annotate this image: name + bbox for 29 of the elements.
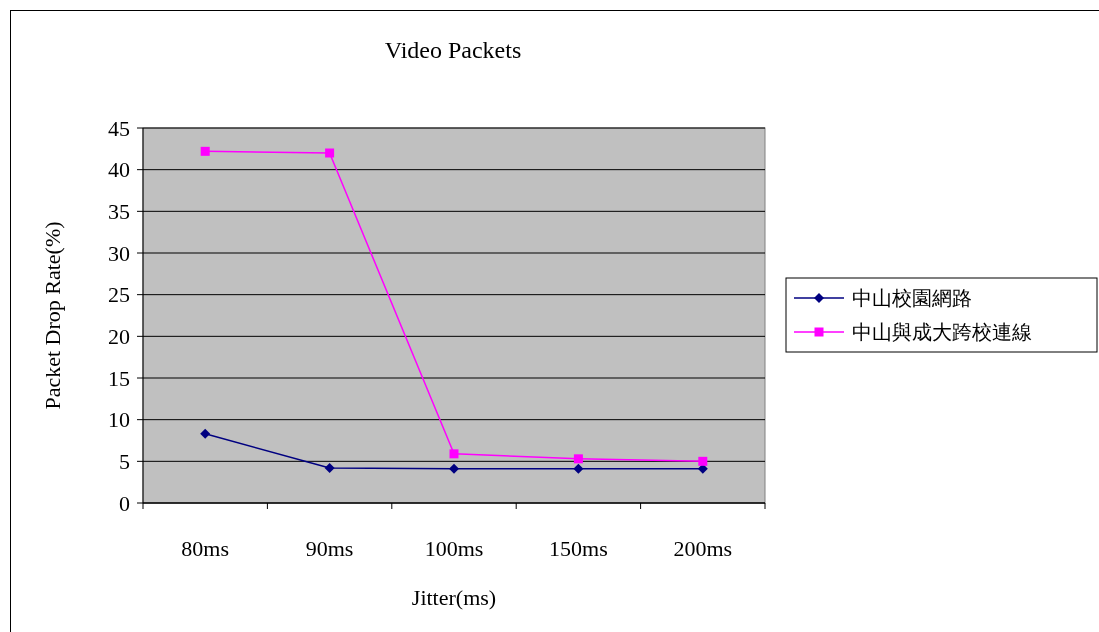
point [573, 463, 584, 474]
y-axis-title: Packet Drop Rate(%) [40, 221, 65, 410]
x-axis-title: Jitter(ms) [411, 585, 497, 610]
point [449, 449, 459, 459]
y-tick-label: 5 [119, 449, 130, 475]
y-tick-label: 30 [108, 240, 130, 266]
y-tick-label: 35 [108, 199, 130, 225]
point [325, 148, 335, 158]
legend-label: 中山與成大跨校連線 [852, 321, 1032, 343]
legend-label: 中山校園網路 [852, 287, 972, 309]
x-tick-label: 100ms [424, 536, 484, 561]
point [449, 463, 459, 474]
point [324, 463, 335, 473]
y-tick-label: 45 [108, 115, 130, 141]
point [698, 456, 708, 466]
x-tick-label: 80ms [181, 536, 230, 561]
y-tick-label: 40 [108, 157, 130, 183]
y-tick-label: 20 [108, 324, 130, 350]
y-tick-label: 15 [108, 365, 130, 391]
y-tick-label: 10 [108, 407, 130, 433]
chart-title: Video Packets [384, 37, 522, 63]
y-tick-label: 25 [108, 282, 130, 308]
x-tick-label: 200ms [673, 536, 733, 561]
point [573, 454, 583, 464]
x-tick-label: 90ms [305, 536, 354, 561]
y-tick-label: 0 [119, 490, 130, 516]
point [200, 146, 210, 156]
point [200, 428, 211, 439]
x-tick-label: 150ms [549, 536, 608, 561]
